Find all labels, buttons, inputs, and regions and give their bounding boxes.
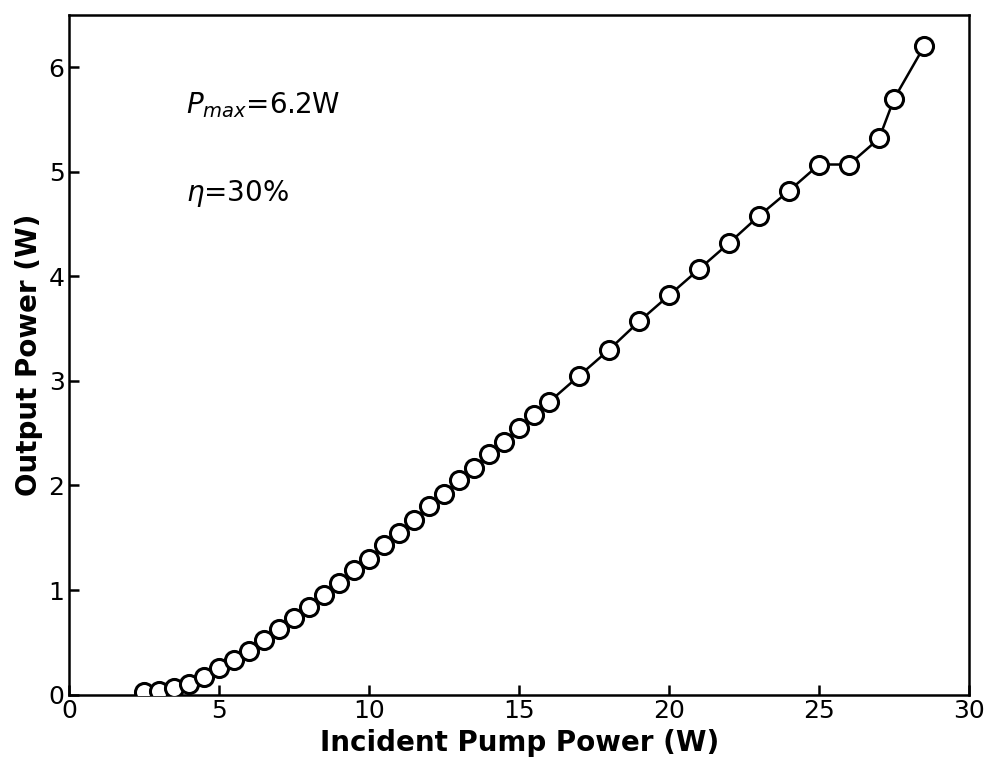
Text: $P_{max}$=6.2W: $P_{max}$=6.2W [186,90,341,120]
X-axis label: Incident Pump Power (W): Incident Pump Power (W) [320,729,719,757]
Text: $\eta$=30%: $\eta$=30% [186,178,289,209]
Y-axis label: Output Power (W): Output Power (W) [15,214,43,496]
